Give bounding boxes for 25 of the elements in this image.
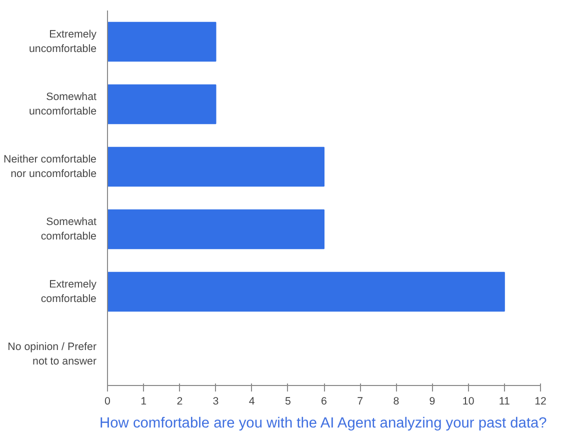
y-tick-label: Somewhat uncomfortable bbox=[28, 91, 97, 118]
y-tick-label: Extremely comfortable bbox=[40, 278, 98, 305]
x-tick-label: 12 bbox=[534, 396, 546, 408]
bar bbox=[108, 22, 216, 62]
x-tick-label: 9 bbox=[429, 396, 436, 408]
text: How comfortable are you with the AI Agent analyzing your past data? bbox=[100, 416, 547, 432]
x-tick-label: 10 bbox=[462, 396, 474, 408]
bar bbox=[108, 209, 324, 250]
x-tick-label: 0 bbox=[104, 396, 111, 408]
x-tick-label: 1 bbox=[140, 396, 147, 408]
x-tick-label: 11 bbox=[498, 396, 510, 408]
x-tick-label: 5 bbox=[284, 396, 291, 408]
bar bbox=[108, 84, 216, 124]
y-tick-label: Somewhat comfortable bbox=[40, 216, 97, 242]
y-tick-label: Extremely uncomfortable bbox=[28, 28, 98, 55]
x-tick-label: 2 bbox=[176, 396, 183, 408]
y-tick-label: No opinion / Prefer not to answer bbox=[8, 341, 97, 368]
x-tick-label: 8 bbox=[393, 396, 400, 408]
x-tick-label: 7 bbox=[357, 396, 364, 408]
y-tick-label: Neither comfortable nor uncomfortable bbox=[4, 154, 97, 180]
x-tick-label: 6 bbox=[321, 396, 328, 408]
bar bbox=[108, 146, 324, 187]
x-tick-label: 3 bbox=[212, 396, 219, 408]
x-tick-label: 4 bbox=[248, 396, 255, 408]
bar bbox=[108, 272, 505, 312]
